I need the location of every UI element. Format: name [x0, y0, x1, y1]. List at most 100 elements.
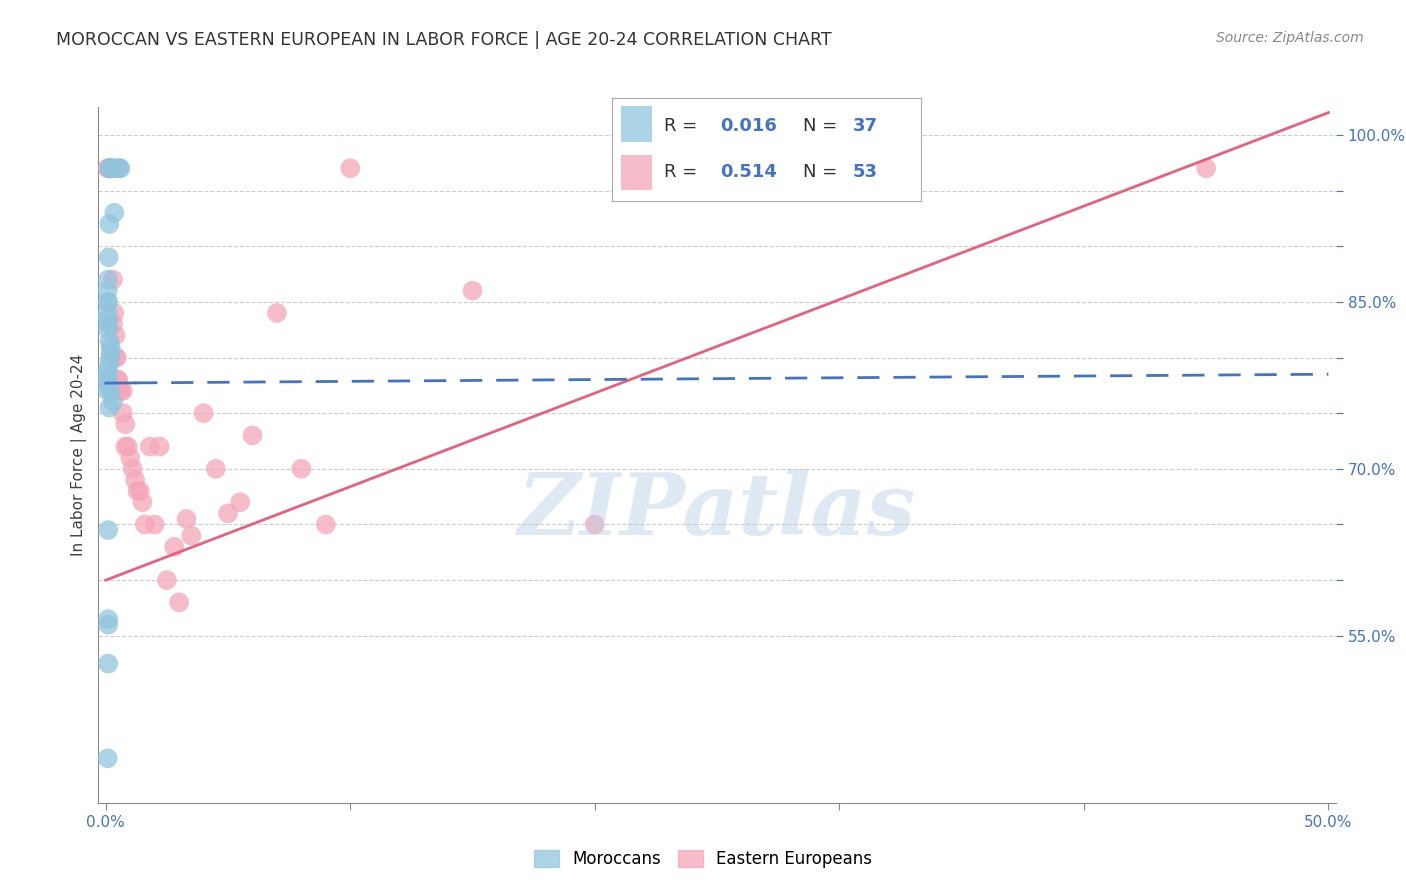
Point [97, 523, 120, 537]
Point [105, 351, 128, 365]
Point [204, 462, 226, 476]
Point [98, 161, 121, 176]
Point [101, 161, 124, 176]
Point [117, 440, 139, 454]
Point [217, 507, 239, 521]
Point [110, 384, 132, 398]
Point [111, 406, 134, 420]
Legend: Moroccans, Eastern Europeans: Moroccans, Eastern Europeans [527, 843, 879, 875]
Point [315, 517, 337, 532]
Point [104, 328, 127, 343]
Point [101, 395, 124, 409]
Point [97, 612, 120, 626]
Point [97, 161, 120, 176]
Point [129, 484, 152, 499]
Point [98, 161, 121, 176]
Point [100, 384, 122, 398]
Point [163, 540, 186, 554]
Point [108, 161, 131, 176]
Point [131, 495, 153, 509]
Point [156, 573, 179, 587]
Point [1195, 161, 1218, 176]
Point [134, 517, 156, 532]
Point [97, 384, 120, 398]
Point [114, 417, 136, 432]
Point [97, 373, 120, 387]
Y-axis label: In Labor Force | Age 20-24: In Labor Force | Age 20-24 [72, 354, 87, 556]
Point [167, 595, 190, 609]
Point [242, 428, 264, 442]
Point [461, 284, 484, 298]
Point [180, 528, 202, 542]
Point [148, 440, 170, 454]
Text: N =: N = [803, 163, 844, 181]
Point [97, 317, 120, 331]
Text: 0.016: 0.016 [720, 117, 776, 135]
Text: 37: 37 [853, 117, 877, 135]
Point [290, 462, 312, 476]
Point [97, 306, 120, 320]
Text: N =: N = [803, 117, 844, 135]
Point [97, 323, 120, 337]
Point [97, 368, 120, 382]
Point [103, 206, 125, 220]
Point [107, 373, 129, 387]
Point [100, 345, 122, 359]
Point [98, 217, 121, 231]
Text: R =: R = [664, 163, 703, 181]
Point [100, 161, 122, 176]
Point [104, 351, 127, 365]
Point [124, 473, 146, 487]
Point [100, 339, 122, 353]
Point [97, 161, 120, 176]
Point [97, 617, 120, 632]
Point [176, 512, 198, 526]
Point [98, 334, 121, 348]
Text: ZIPatlas: ZIPatlas [517, 469, 917, 552]
Point [98, 161, 121, 176]
Point [101, 317, 124, 331]
Point [127, 484, 149, 499]
Point [583, 517, 606, 532]
Point [100, 161, 122, 176]
Point [98, 356, 121, 370]
Point [97, 161, 120, 176]
Point [114, 440, 136, 454]
Point [101, 272, 124, 286]
Point [97, 751, 120, 765]
Text: 53: 53 [853, 163, 877, 181]
Point [107, 161, 129, 176]
Point [101, 161, 124, 176]
Text: 0.514: 0.514 [720, 163, 776, 181]
Point [97, 657, 120, 671]
Point [97, 284, 120, 298]
Point [98, 351, 121, 365]
Point [100, 161, 122, 176]
Point [97, 378, 120, 392]
Point [97, 311, 120, 326]
Point [104, 161, 127, 176]
Point [97, 361, 120, 376]
Point [97, 272, 120, 286]
Point [110, 384, 132, 398]
Point [110, 161, 132, 176]
Point [111, 384, 134, 398]
Bar [621, 106, 652, 142]
Point [121, 462, 143, 476]
Text: Source: ZipAtlas.com: Source: ZipAtlas.com [1216, 31, 1364, 45]
Point [101, 161, 124, 176]
Point [139, 440, 162, 454]
Point [143, 517, 166, 532]
Point [339, 161, 361, 176]
Point [193, 406, 215, 420]
Point [229, 495, 252, 509]
Point [97, 294, 120, 309]
Point [120, 450, 142, 465]
Point [266, 306, 288, 320]
Text: R =: R = [664, 117, 703, 135]
Point [103, 306, 125, 320]
Text: MOROCCAN VS EASTERN EUROPEAN IN LABOR FORCE | AGE 20-24 CORRELATION CHART: MOROCCAN VS EASTERN EUROPEAN IN LABOR FO… [56, 31, 832, 49]
Point [98, 161, 121, 176]
Bar [621, 154, 652, 190]
Point [107, 373, 129, 387]
